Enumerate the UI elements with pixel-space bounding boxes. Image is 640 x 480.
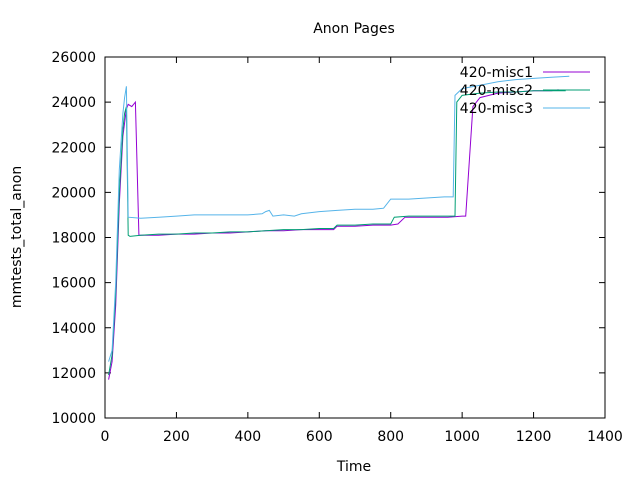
x-tick-label: 200 xyxy=(163,429,190,445)
series-line-420-misc2 xyxy=(108,90,566,376)
y-tick-label: 12000 xyxy=(51,366,96,382)
series-line-420-misc3 xyxy=(108,75,570,362)
y-tick-label: 14000 xyxy=(51,321,96,337)
y-tick-label: 26000 xyxy=(51,50,96,66)
series-line-420-misc1 xyxy=(108,89,559,380)
y-tick-label: 16000 xyxy=(51,276,96,292)
x-tick-label: 800 xyxy=(377,429,404,445)
x-tick-label: 1400 xyxy=(587,429,623,445)
x-axis-label: Time xyxy=(336,459,371,475)
legend-label: 420-misc3 xyxy=(460,101,533,117)
y-tick-label: 24000 xyxy=(51,95,96,111)
y-tick-label: 20000 xyxy=(51,185,96,201)
x-tick-label: 1200 xyxy=(516,429,552,445)
y-axis-label: mmtests_total_anon xyxy=(9,166,25,308)
x-tick-label: 400 xyxy=(234,429,261,445)
x-tick-label: 0 xyxy=(101,429,110,445)
legend-label: 420-misc2 xyxy=(460,83,533,99)
y-tick-label: 18000 xyxy=(51,231,96,247)
axis-ticks: 0 200 400 600 800 1000 1200 1400 10000 12000 14000… xyxy=(51,50,622,445)
x-tick-label: 600 xyxy=(306,429,333,445)
x-tick-label: 1000 xyxy=(444,429,480,445)
legend: 420-misc1 420-misc2 420-misc3 xyxy=(460,65,590,117)
y-tick-label: 10000 xyxy=(51,411,96,427)
chart-title: Anon Pages xyxy=(313,21,395,37)
series-lines xyxy=(108,75,570,380)
y-tick-label: 22000 xyxy=(51,140,96,156)
legend-label: 420-misc1 xyxy=(460,65,533,81)
